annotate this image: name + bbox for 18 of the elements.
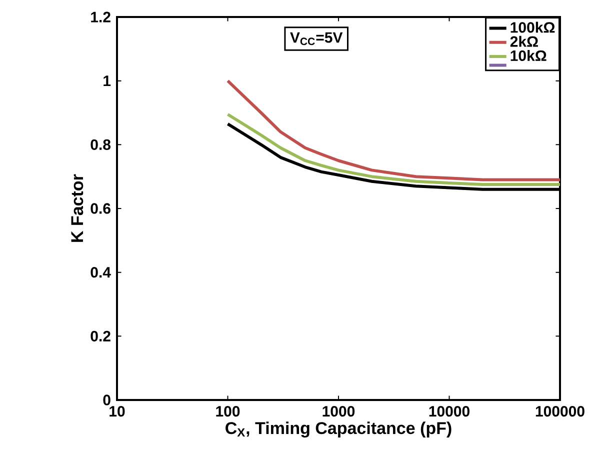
y-tick-label: 0.2: [90, 330, 110, 342]
x-axis-title: C$_{X}$, Timing Capacitance (pF): [226, 422, 452, 438]
y-tick-label: 0: [103, 394, 110, 406]
y-tick-label: 0.8: [90, 139, 111, 150]
x-tick-label: 10: [110, 406, 125, 417]
y-axis-title: K Factor: [71, 174, 84, 242]
y-tick-label: 0.4: [90, 267, 111, 278]
y-tick-label: 0.6: [90, 203, 110, 214]
annotation: V$_{CC}$=5V: [290, 32, 343, 46]
x-tick-label: 10000: [429, 406, 470, 417]
y-tick-label: 1.2: [91, 12, 110, 22]
legend-label: 2kΩ: [510, 36, 538, 47]
legend-label: 10kΩ: [510, 50, 546, 61]
y-tick-label: 1: [104, 76, 111, 86]
x-tick-label: 100000: [536, 406, 584, 417]
legend-label: 100kΩ: [510, 22, 555, 33]
x-tick-label: 1000: [322, 406, 355, 417]
x-tick-label: 100: [216, 406, 240, 417]
